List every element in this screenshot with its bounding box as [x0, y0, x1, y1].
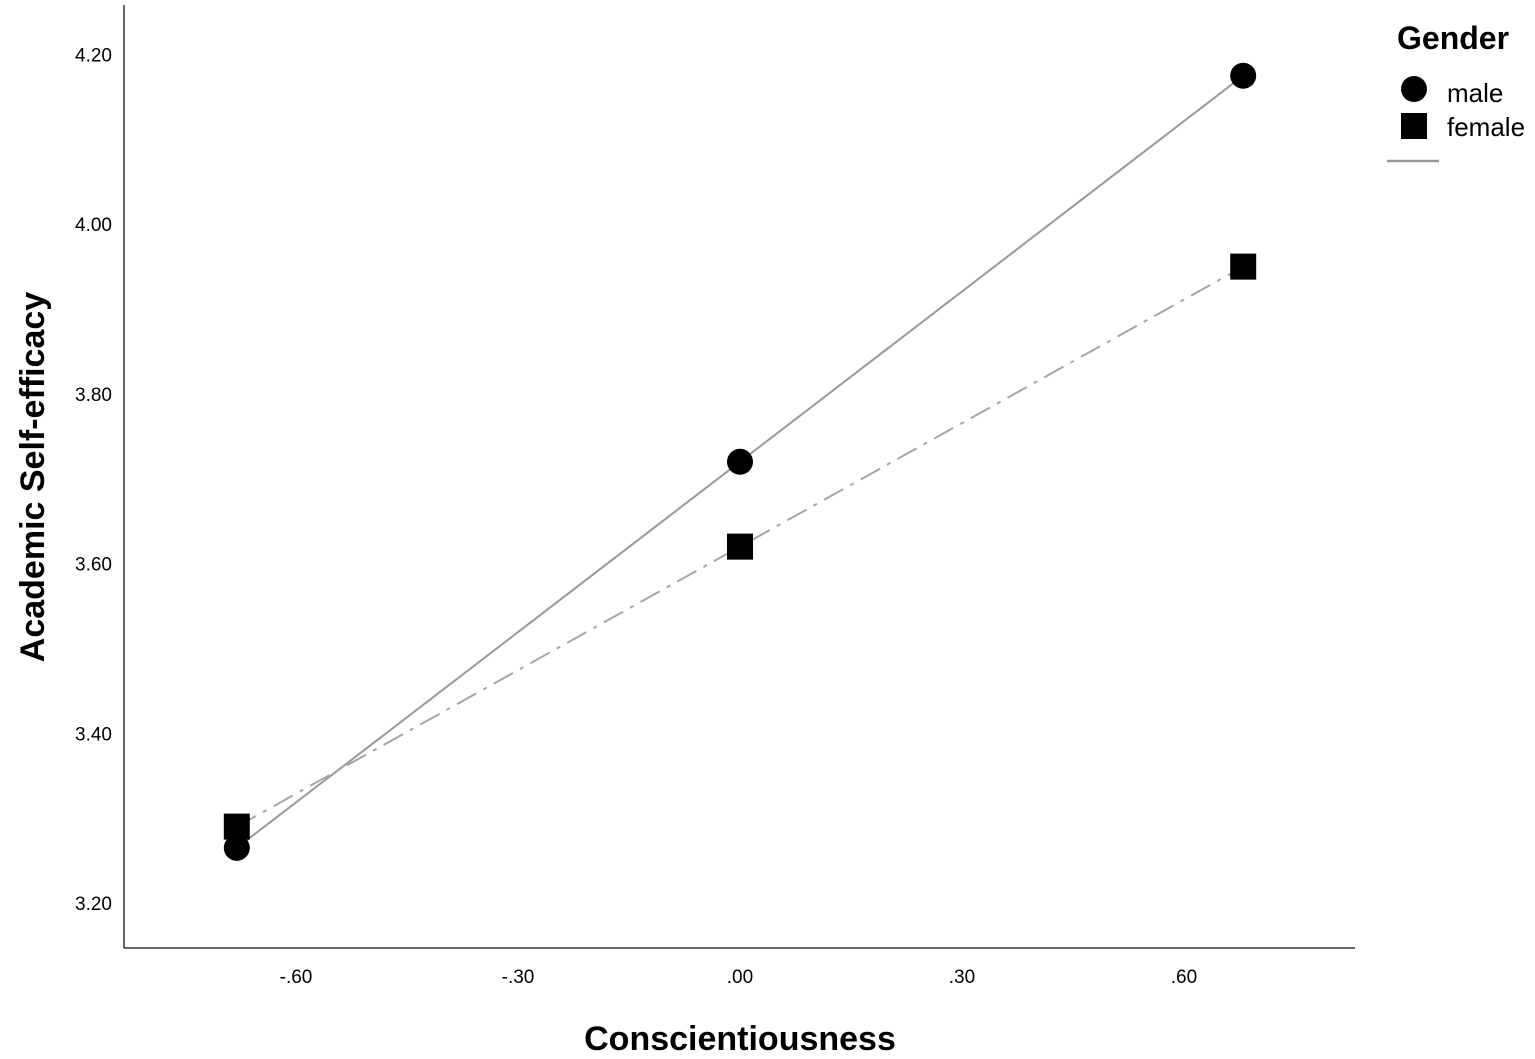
x-axis-title: Conscientiousness	[584, 1020, 896, 1058]
data-point-male	[223, 834, 250, 861]
data-point-female	[1230, 253, 1257, 280]
y-tick-label: 3.60	[75, 555, 112, 576]
x-tick-label: .00	[727, 967, 753, 988]
data-point-male	[1230, 62, 1257, 89]
legend-female-label: female	[1447, 112, 1525, 142]
x-tick-labels: -.60 -.30 .00 .30 .60	[280, 967, 1198, 988]
data-point-male	[727, 448, 753, 475]
x-tick-label: -.60	[280, 967, 313, 988]
y-tick-label: 3.20	[75, 894, 112, 915]
data-point-female	[223, 813, 250, 840]
x-tick-label: -.30	[502, 967, 535, 988]
legend-female-marker-icon	[1401, 113, 1427, 139]
y-axis-title: Academic Self-efficacy	[14, 292, 52, 662]
x-tick-label: .30	[949, 967, 975, 988]
y-tick-label: 3.80	[75, 385, 112, 406]
y-tick-label: 4.20	[75, 46, 112, 67]
y-tick-label: 3.40	[75, 724, 112, 745]
y-tick-labels: 3.20 3.40 3.60 3.80 4.00 4.20	[75, 46, 112, 916]
y-tick-label: 4.00	[75, 215, 112, 236]
legend: Gender male female	[1387, 20, 1525, 163]
legend-title: Gender	[1397, 20, 1509, 56]
x-tick-label: .60	[1171, 967, 1197, 988]
legend-male-label: male	[1447, 78, 1503, 108]
axes	[123, 5, 1355, 949]
data-point-female	[727, 533, 753, 560]
series-markers	[223, 62, 1257, 861]
legend-male-marker-icon	[1401, 76, 1427, 102]
